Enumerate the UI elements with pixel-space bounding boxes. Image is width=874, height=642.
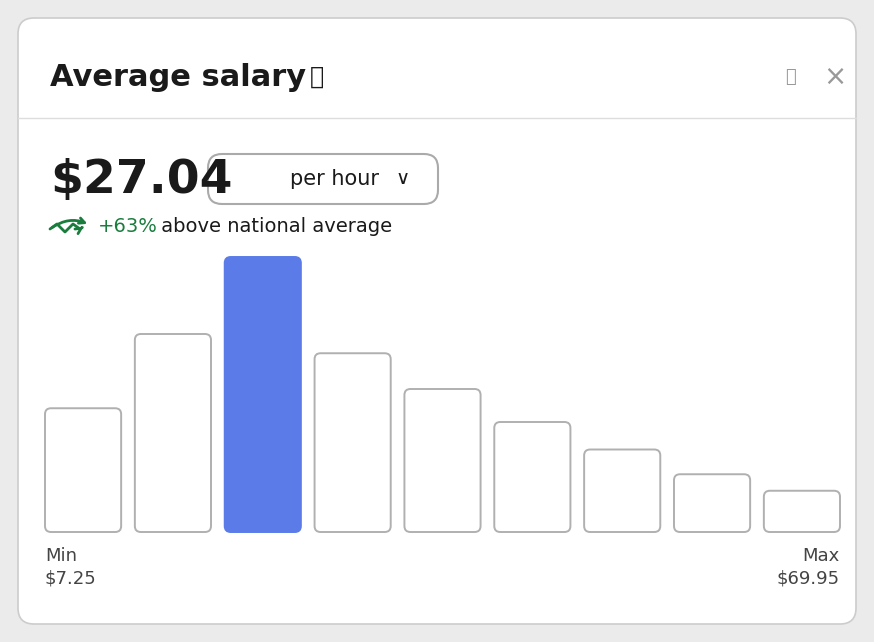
FancyBboxPatch shape	[674, 474, 750, 532]
FancyBboxPatch shape	[208, 154, 438, 204]
Text: $27.04: $27.04	[50, 157, 232, 202]
FancyBboxPatch shape	[584, 449, 660, 532]
FancyBboxPatch shape	[135, 334, 211, 532]
Text: ∨: ∨	[396, 169, 410, 189]
Text: ×: ×	[823, 63, 847, 91]
FancyBboxPatch shape	[764, 490, 840, 532]
FancyBboxPatch shape	[495, 422, 571, 532]
Text: 📷: 📷	[785, 68, 795, 86]
FancyBboxPatch shape	[18, 18, 856, 624]
FancyBboxPatch shape	[45, 408, 121, 532]
Text: ⓘ: ⓘ	[310, 65, 324, 89]
Text: +63%: +63%	[98, 218, 158, 236]
Text: $69.95: $69.95	[777, 570, 840, 588]
Text: Average salary: Average salary	[50, 62, 306, 92]
Text: above national average: above national average	[155, 218, 392, 236]
Text: per hour: per hour	[290, 169, 379, 189]
FancyBboxPatch shape	[405, 389, 481, 532]
Text: $7.25: $7.25	[45, 570, 97, 588]
FancyBboxPatch shape	[225, 257, 301, 532]
Text: Min: Min	[45, 547, 77, 565]
FancyBboxPatch shape	[315, 353, 391, 532]
Text: Max: Max	[802, 547, 840, 565]
